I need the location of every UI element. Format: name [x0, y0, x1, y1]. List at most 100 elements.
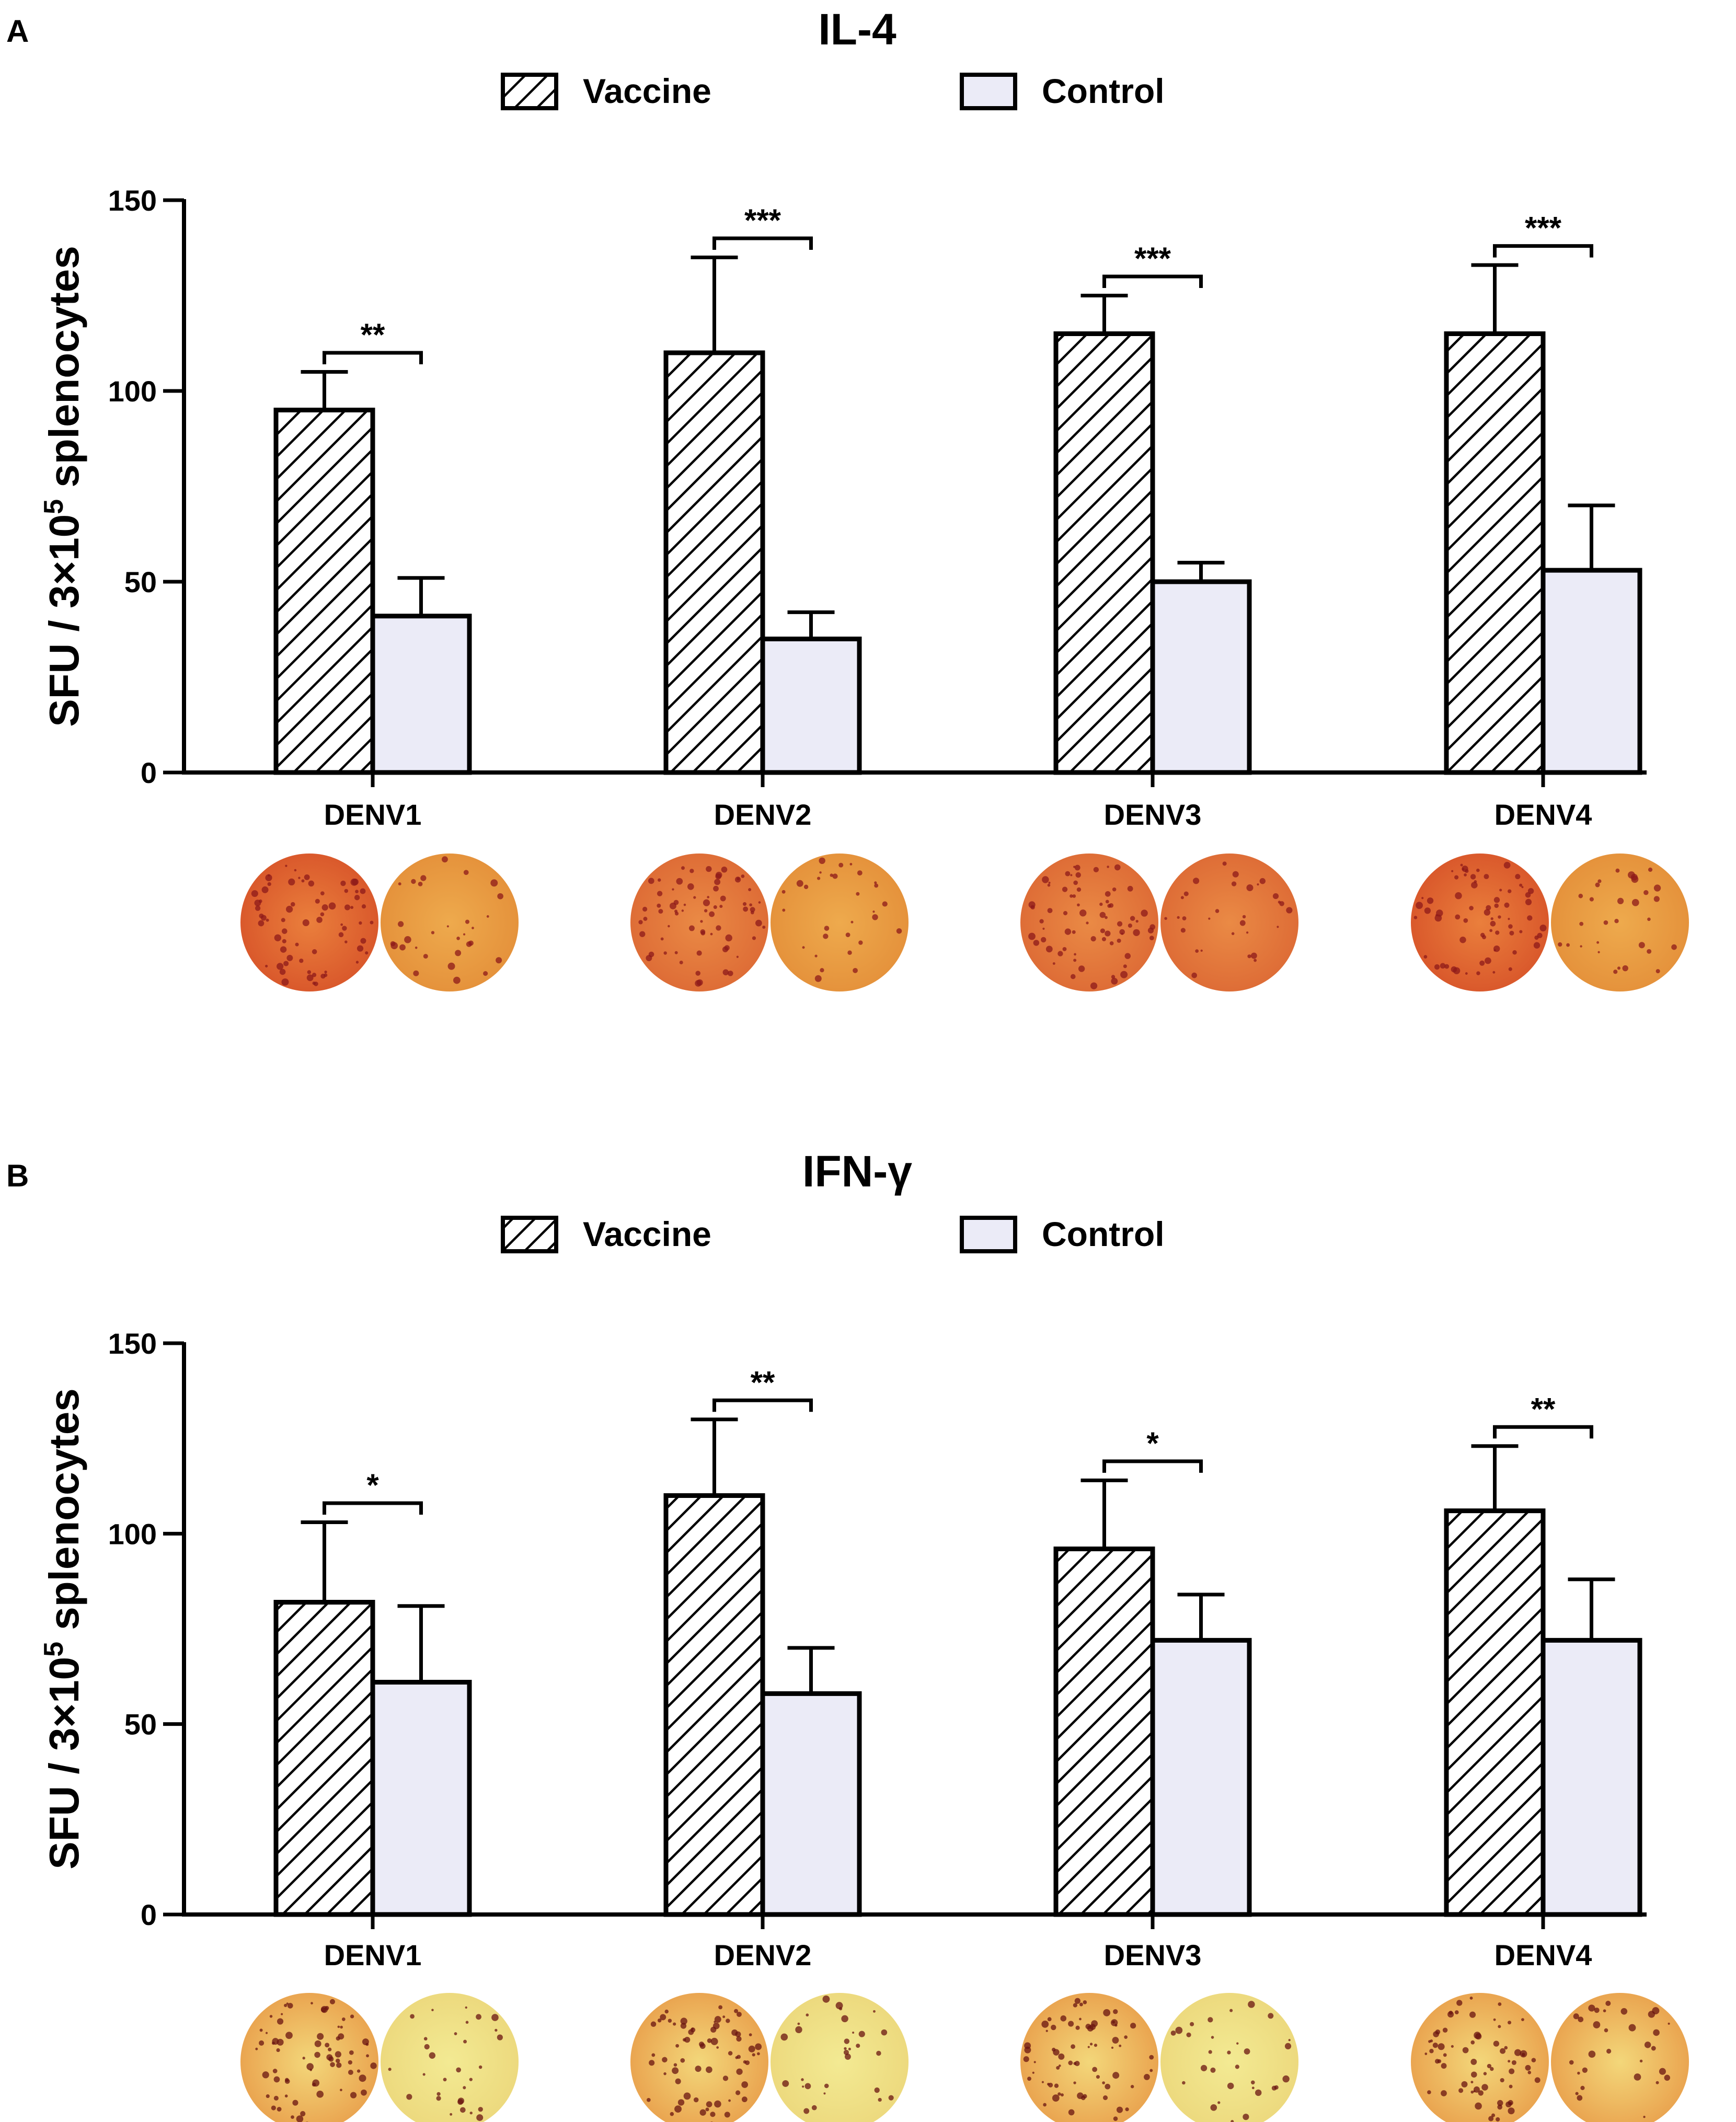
well-spot [699, 2043, 706, 2049]
well-spot [1508, 924, 1513, 929]
well-spot [496, 957, 502, 964]
well-spot [1582, 2067, 1588, 2073]
well-spot [1497, 2100, 1503, 2106]
well-spot [465, 2021, 469, 2024]
chart-panel-a: A IL-4 Vaccine Control 0 50 100 150 SFU / 3×105 … [6, 5, 1689, 991]
well-spot [736, 2036, 742, 2042]
well-spot [1469, 906, 1474, 910]
well-spot [1116, 2106, 1123, 2113]
well-spot [750, 910, 754, 915]
well-spot [1671, 944, 1677, 950]
well-spot [1127, 885, 1133, 892]
legend: Vaccine Control [501, 72, 1165, 110]
bar-control-denv1 [370, 614, 472, 775]
well-spot [491, 2014, 499, 2021]
well-spot [662, 2057, 668, 2063]
well-spot [1653, 2029, 1660, 2036]
well-spot [1454, 2010, 1459, 2015]
well-spot [874, 883, 879, 888]
elispot-well-image [1411, 854, 1549, 991]
well-spot [1579, 921, 1584, 926]
well-spot [1643, 2116, 1646, 2118]
well-spot [1073, 2081, 1076, 2084]
well-disc [1160, 1993, 1298, 2122]
well-spot [1073, 880, 1078, 885]
well-spot [780, 2033, 788, 2041]
well-spot [330, 2062, 335, 2067]
well-spot [1247, 954, 1251, 959]
well-spot [1424, 2052, 1428, 2055]
well-spot [410, 2014, 415, 2019]
well-spot [415, 946, 418, 949]
well-spot [469, 2078, 473, 2081]
well-spot [1227, 2082, 1234, 2090]
well-spot [1222, 861, 1227, 866]
well-spot [712, 2022, 720, 2029]
well-spot [745, 2060, 750, 2066]
well-spot [1441, 2063, 1447, 2069]
well-spot [741, 874, 745, 878]
well-spot [1086, 921, 1089, 925]
well-spot [336, 2036, 340, 2041]
well-spot [338, 932, 344, 938]
well-spot [1093, 867, 1099, 873]
well-spot [749, 2033, 752, 2037]
well-spot [1182, 2081, 1186, 2085]
well-spot [1244, 2048, 1250, 2055]
well-spot [1077, 903, 1080, 907]
well-spot [271, 2042, 275, 2045]
well-spot [1451, 2045, 1454, 2048]
well-spot [1437, 2059, 1442, 2063]
legend-swatch-vaccine [501, 73, 558, 110]
well-spot [663, 2072, 666, 2075]
well-spot [1474, 880, 1477, 883]
well-spot [1644, 2042, 1651, 2048]
well-spot [830, 873, 833, 877]
well-spot [1217, 2101, 1221, 2104]
well-spot [355, 890, 359, 894]
well-spot [896, 928, 902, 934]
well-spot [1231, 2120, 1234, 2122]
well-spot [1052, 2047, 1056, 2052]
well-spot [463, 933, 466, 936]
well-disc [1160, 854, 1298, 991]
well-spot [1631, 898, 1639, 906]
well-spot [1470, 2090, 1474, 2094]
well-spot [1558, 942, 1562, 947]
well-spot [1211, 2036, 1214, 2039]
well-spot [1643, 890, 1649, 895]
well-spot [1509, 930, 1514, 936]
legend-swatch-control [960, 1216, 1017, 1253]
well-spot [1527, 888, 1534, 894]
well-spot [423, 954, 428, 959]
well-spot [1620, 2008, 1628, 2015]
well-spot [1074, 953, 1076, 956]
well-spot [265, 874, 272, 881]
well-spot [638, 920, 643, 925]
well-spot [1039, 919, 1044, 924]
well-spot [1112, 887, 1117, 892]
well-spot [1068, 2109, 1075, 2116]
well-spot [450, 2113, 453, 2116]
well-spot [1655, 969, 1660, 974]
well-spot [350, 906, 354, 909]
significance-label: *** [744, 203, 781, 238]
well-spot [1231, 932, 1235, 936]
well-spot [1250, 952, 1257, 959]
well-spot [1279, 901, 1284, 906]
well-spot [1508, 2060, 1511, 2063]
well-spot [273, 2095, 279, 2101]
well-spot [848, 2047, 851, 2051]
well-spot [1041, 937, 1047, 943]
well-spot [700, 929, 706, 935]
well-spot [1430, 2039, 1433, 2043]
well-spot [1045, 945, 1053, 953]
well-spot [447, 962, 455, 970]
well-spot [750, 907, 755, 913]
well-spot [796, 880, 803, 887]
well-spot [1239, 920, 1246, 926]
well-spot [1235, 2065, 1239, 2069]
well-disc [630, 854, 768, 991]
elispot-well-image [240, 854, 378, 991]
well-disc [771, 1993, 909, 2122]
